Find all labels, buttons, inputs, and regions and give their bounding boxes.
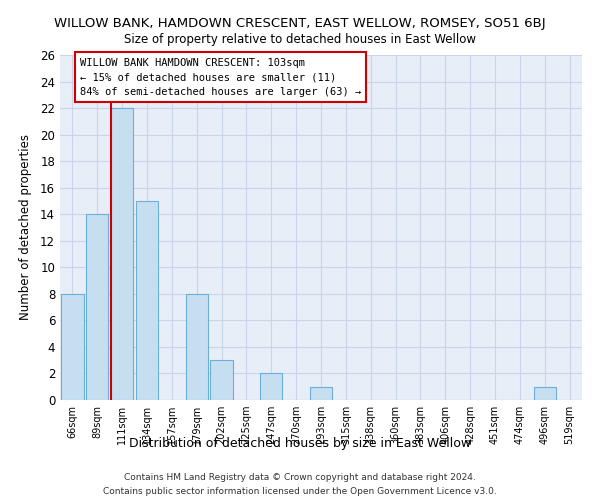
Bar [61,294,83,400]
Bar [136,201,158,400]
Bar [310,386,332,400]
Text: Contains public sector information licensed under the Open Government Licence v3: Contains public sector information licen… [103,486,497,496]
Text: Size of property relative to detached houses in East Wellow: Size of property relative to detached ho… [124,32,476,46]
Text: Contains HM Land Registry data © Crown copyright and database right 2024.: Contains HM Land Registry data © Crown c… [124,473,476,482]
Y-axis label: Number of detached properties: Number of detached properties [19,134,32,320]
Bar [86,214,109,400]
Bar [533,386,556,400]
Bar [111,108,133,400]
Text: WILLOW BANK, HAMDOWN CRESCENT, EAST WELLOW, ROMSEY, SO51 6BJ: WILLOW BANK, HAMDOWN CRESCENT, EAST WELL… [54,18,546,30]
Bar [260,374,283,400]
Bar [211,360,233,400]
Text: WILLOW BANK HAMDOWN CRESCENT: 103sqm
← 15% of detached houses are smaller (11)
8: WILLOW BANK HAMDOWN CRESCENT: 103sqm ← 1… [80,58,361,98]
Bar [185,294,208,400]
Text: Distribution of detached houses by size in East Wellow: Distribution of detached houses by size … [129,438,471,450]
